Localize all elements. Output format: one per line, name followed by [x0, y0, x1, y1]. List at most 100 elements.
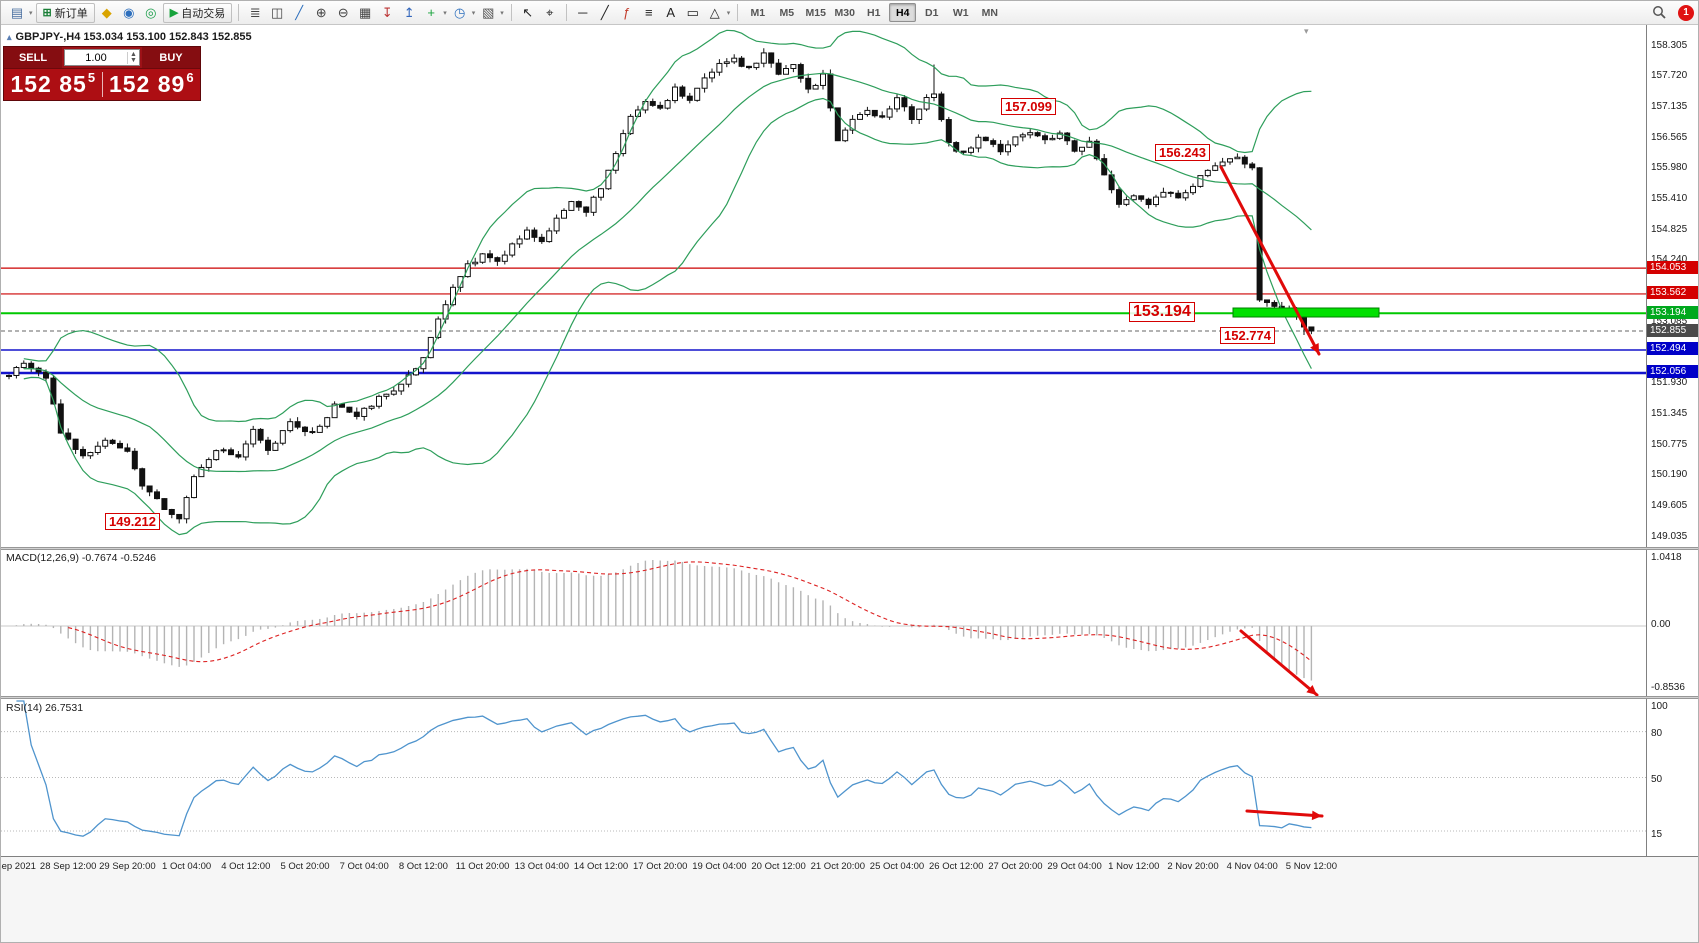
chart-title-text: GBPJPY-,H4 153.034 153.100 152.843 152.8… [15, 31, 252, 43]
dropdown-caret-icon[interactable]: ▾ [500, 9, 504, 17]
time-label: 11 Oct 20:00 [455, 861, 510, 872]
time-label: 29 Sep 20:00 [99, 861, 156, 872]
zoom-in-icon[interactable]: ⊕ [315, 4, 327, 20]
toolbar-separator [510, 4, 512, 21]
time-label: 19 Oct 04:00 [692, 861, 747, 872]
one-click-trading-panel: SELL 1.00 ▲ ▼ BUY 152 85 5 152 89 6 [3, 46, 201, 101]
line-chart-icon[interactable]: ╱ [295, 4, 304, 20]
text-tool-icon[interactable]: A [666, 5, 676, 20]
panel-resize-handle[interactable] [1, 696, 1698, 699]
time-label: 1 Nov 12:00 [1108, 861, 1160, 872]
rsi-axis-tick: 15 [1651, 829, 1663, 840]
fibonacci-tool-icon[interactable]: ƒ [623, 5, 631, 20]
price-level-badge: 152.855 [1647, 323, 1698, 337]
timeframe-button-h1[interactable]: H1 [867, 6, 881, 19]
support-zone-rectangle[interactable] [1232, 307, 1380, 318]
ask-price[interactable]: 152 89 6 [103, 69, 201, 100]
navigator-icon[interactable]: ◎ [145, 4, 157, 20]
horizontal-line-tool-icon[interactable]: ─ [578, 5, 588, 20]
rsi-axis-tick: 100 [1651, 701, 1668, 712]
label-tool-icon[interactable]: ▭ [686, 4, 699, 20]
data-window-icon[interactable]: ◉ [123, 4, 135, 20]
dropdown-caret-icon[interactable]: ▾ [471, 9, 476, 17]
tile-windows-icon[interactable]: ▦ [359, 4, 372, 20]
price-divider [101, 72, 103, 97]
bid-price[interactable]: 152 85 5 [4, 69, 102, 100]
shapes-tool-icon[interactable]: △ [709, 4, 720, 20]
price-annotation[interactable]: 149.212 [105, 513, 160, 530]
timeframe-button-m5[interactable]: M5 [779, 6, 795, 19]
rsi-axis-tick: 80 [1651, 728, 1663, 739]
market-watch-icon[interactable]: ◆ [101, 4, 112, 20]
rsi-pane-canvas[interactable] [1, 699, 1647, 856]
rsi-arrow[interactable] [1245, 809, 1324, 818]
new-order-button[interactable]: ⊞ 新订单 [35, 2, 95, 23]
time-label: 14 Oct 12:00 [573, 861, 629, 872]
downtrend-arrow[interactable] [1219, 165, 1321, 356]
time-label: 26 Oct 12:00 [928, 861, 984, 872]
volume-stepper[interactable]: ▲ ▼ [127, 50, 139, 64]
time-label: 5 Oct 20:00 [280, 861, 330, 872]
zoom-out-icon[interactable]: ⊖ [337, 4, 349, 20]
volume-value[interactable]: 1.00 [85, 51, 107, 64]
dropdown-caret-icon[interactable]: ▾ [726, 9, 731, 17]
price-annotation[interactable]: 157.099 [1001, 98, 1056, 115]
timeframe-button-mn[interactable]: MN [981, 6, 998, 19]
macd-axis-tick: 0.00 [1651, 619, 1671, 630]
templates-icon[interactable]: ▧ [482, 4, 495, 20]
new-chart-icon[interactable]: ▤ [10, 4, 24, 20]
price-annotation[interactable]: 152.774 [1220, 327, 1275, 344]
add-indicator-icon[interactable]: + [427, 5, 435, 20]
volume-up-icon[interactable]: ▲ [130, 50, 137, 58]
toolbar-separator [238, 4, 240, 21]
main-chart-canvas[interactable] [1, 25, 1647, 547]
ask-price-main: 152 89 [108, 71, 186, 97]
toolbar-separator [737, 4, 739, 21]
time-label: 1 Oct 04:00 [162, 861, 212, 872]
dropdown-caret-icon[interactable]: ▾ [443, 9, 447, 17]
macd-pane-canvas[interactable] [1, 550, 1647, 696]
timeframe-button-d1[interactable]: D1 [925, 6, 939, 19]
auto-trading-button[interactable]: ▶ 自动交易 [162, 2, 233, 23]
period-clock-icon[interactable]: ◷ [454, 4, 466, 20]
indicators-up-icon[interactable]: ↥ [403, 4, 415, 20]
top-toolbar: ▤ ▾ ⊞ 新订单 ◆ ◉ ◎ ▶ 自动交易 ≣ ◫ ╱ ⊕ ⊖ ▦ ↧ ↥ + ▾ ◷ ▾ ▧ ▾ ↖ ⌖ ─ ╱ ƒ ≡ A ▭ △ ▾ M1… [1, 1, 1698, 25]
timeframe-button-h4[interactable]: H4 [889, 3, 917, 22]
price-tick: 151.345 [1651, 407, 1688, 419]
crosshair-icon[interactable]: ⌖ [546, 4, 554, 20]
volume-down-icon[interactable]: ▼ [130, 56, 137, 64]
channel-tool-icon[interactable]: ≡ [644, 5, 653, 20]
price-tick: 149.035 [1651, 530, 1688, 542]
candles [6, 48, 1315, 524]
candlestick-chart-icon[interactable]: ◫ [271, 4, 284, 20]
timeframe-button-m15[interactable]: M15 [805, 6, 826, 19]
bollinger-upper-band [23, 29, 1312, 423]
new-order-icon: ⊞ [42, 7, 52, 19]
trendline-tool-icon[interactable]: ╱ [600, 4, 609, 20]
price-tick: 155.410 [1651, 193, 1688, 204]
buy-button[interactable]: BUY [142, 47, 200, 68]
price-tick: 155.980 [1651, 162, 1688, 174]
dropdown-caret-icon[interactable]: ▾ [29, 9, 33, 17]
symbol-icon: ▴ [7, 31, 12, 42]
chart-shift-marker-icon: ▾ [1304, 26, 1309, 36]
panel-resize-handle[interactable] [1, 547, 1698, 550]
timeframe-button-m30[interactable]: M30 [834, 6, 855, 19]
sell-button[interactable]: SELL [4, 47, 62, 68]
price-annotation[interactable]: 156.243 [1155, 144, 1210, 161]
price-tick: 150.775 [1651, 438, 1688, 450]
search-icon[interactable] [1649, 3, 1670, 23]
timeframe-button-m1[interactable]: M1 [750, 6, 766, 19]
timeframe-button-w1[interactable]: W1 [952, 6, 969, 19]
macd-label: MACD(12,26,9) -0.7674 -0.5246 [6, 552, 156, 564]
price-annotation[interactable]: 153.194 [1129, 302, 1195, 322]
notification-badge[interactable]: 1 [1678, 4, 1694, 21]
price-tick: 154.240 [1651, 254, 1687, 265]
volume-field[interactable]: 1.00 ▲ ▼ [64, 49, 140, 66]
macd-downtrend-arrow[interactable] [1239, 629, 1319, 696]
indicators-down-icon[interactable]: ↧ [381, 4, 393, 20]
bar-chart-icon[interactable]: ≣ [249, 4, 261, 20]
cursor-icon[interactable]: ↖ [522, 4, 534, 20]
price-level-badge: 153.562 [1647, 286, 1698, 300]
